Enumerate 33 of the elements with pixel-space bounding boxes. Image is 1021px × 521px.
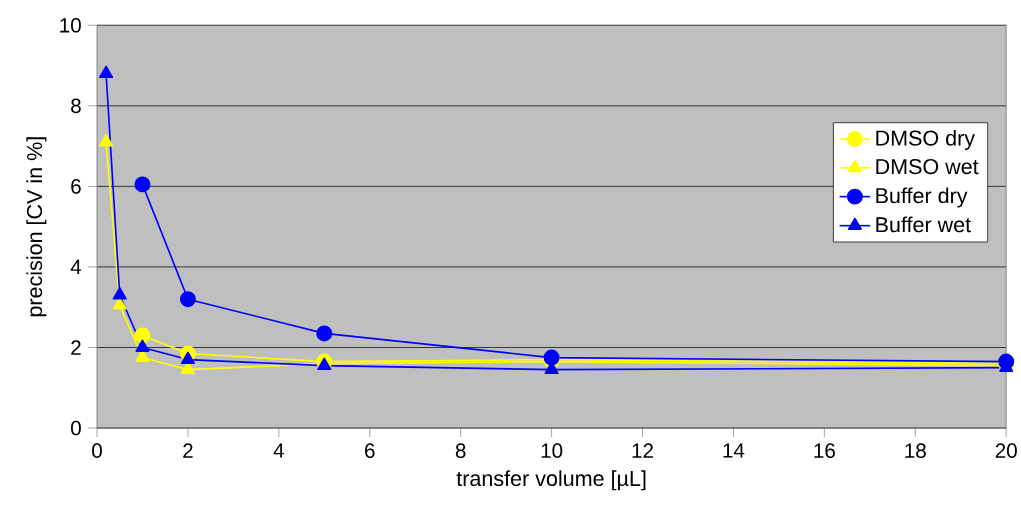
point [135, 339, 150, 352]
x-tick-label: 6 [365, 443, 375, 458]
legend-label: Buffer wet [876, 216, 971, 233]
point [316, 325, 333, 342]
x-tick-label: 2 [183, 443, 193, 458]
y-tick-label: 2 [71, 340, 81, 355]
x-tick-label: 14 [723, 443, 745, 458]
point [99, 65, 114, 79]
y-tick-label: 8 [71, 98, 81, 114]
x-axis-title: transfer volume [µL] [456, 470, 646, 491]
legend-label: DMSO wet [876, 159, 979, 175]
point [134, 176, 151, 193]
point [179, 291, 196, 308]
point [112, 297, 127, 310]
x-tick-label: 8 [455, 443, 466, 458]
point [112, 287, 127, 300]
x-tick-label: 4 [273, 443, 284, 458]
y-tick-label: 0 [71, 420, 81, 436]
point [180, 351, 195, 364]
x-tick-label: 16 [814, 443, 835, 458]
legend-label: Buffer dry [876, 187, 968, 208]
y-tick-label: 4 [70, 259, 82, 275]
point [134, 327, 151, 344]
legend-label: DMSO dry [876, 129, 976, 151]
x-tick-label: 10 [541, 443, 563, 458]
y-tick-label: 10 [60, 17, 81, 33]
x-tick-label: 18 [905, 443, 926, 458]
point [99, 134, 114, 147]
x-tick-label: 0 [92, 443, 102, 458]
x-tick-label: 20 [995, 443, 1017, 458]
y-tick-label: 6 [71, 179, 81, 194]
x-tick-label: 12 [632, 443, 653, 458]
y-axis-title: precision [CV in %] [26, 137, 47, 317]
